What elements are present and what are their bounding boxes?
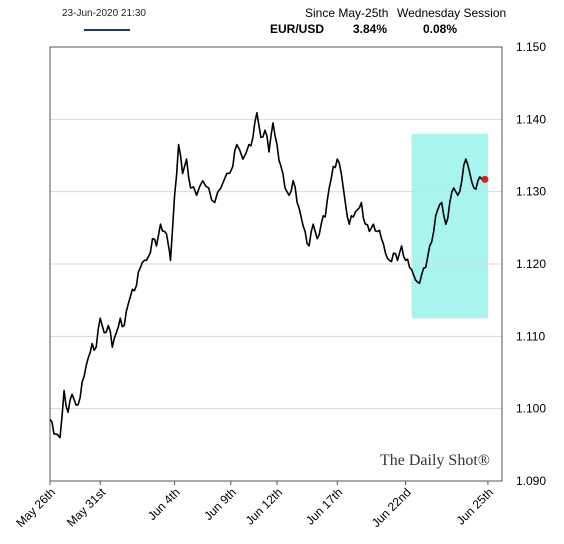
x-tick-label: Jun 22nd <box>369 485 414 530</box>
x-tick-label: May 26th <box>13 485 58 530</box>
y-tick-label: 1.130 <box>516 185 546 199</box>
y-tick-label: 1.150 <box>516 40 546 54</box>
last-point-marker <box>481 175 489 183</box>
watermark-logo: The Daily Shot® <box>380 452 490 469</box>
y-tick-label: 1.090 <box>516 474 546 488</box>
y-axis-tick-labels: 1.090 1.100 1.110 1.120 1.130 1.140 1.150 <box>516 40 546 488</box>
x-tick-label: Jun 4th <box>145 485 183 523</box>
highlight-region <box>411 133 488 319</box>
series-line-eurusd <box>49 112 483 439</box>
x-axis-tick-labels: May 26th May 31st Jun 4th Jun 9th Jun 12th Ju… <box>13 481 496 530</box>
legend-line-swatch <box>84 29 130 31</box>
series-layer <box>49 112 489 439</box>
pair-label: EUR/USD <box>270 22 325 36</box>
x-tick-label: May 31st <box>64 485 109 530</box>
y-tick-label: 1.140 <box>516 112 546 126</box>
session-value: 0.08% <box>423 22 458 36</box>
plot-frame <box>49 46 503 482</box>
x-tick-label: Jun 12th <box>243 485 285 527</box>
since-column-title: Since May-25th <box>305 6 389 20</box>
x-tick-label: Jun 25th <box>454 485 496 527</box>
x-tick-label: Jun 9th <box>201 485 239 523</box>
highlight-layer <box>411 133 488 319</box>
y-tick-label: 1.110 <box>516 329 545 343</box>
y-tick-label: 1.120 <box>516 257 546 271</box>
y-tick-label: 1.100 <box>516 402 546 416</box>
timestamp-label: 23-Jun-2020 21:30 <box>62 8 146 19</box>
x-tick-label: Jun 17th <box>303 485 345 527</box>
chart-header: 23-Jun-2020 21:30 Since May-25th Wednesd… <box>0 0 564 44</box>
session-column-title: Wednesday Session <box>397 6 507 20</box>
since-value: 3.84% <box>353 22 388 36</box>
